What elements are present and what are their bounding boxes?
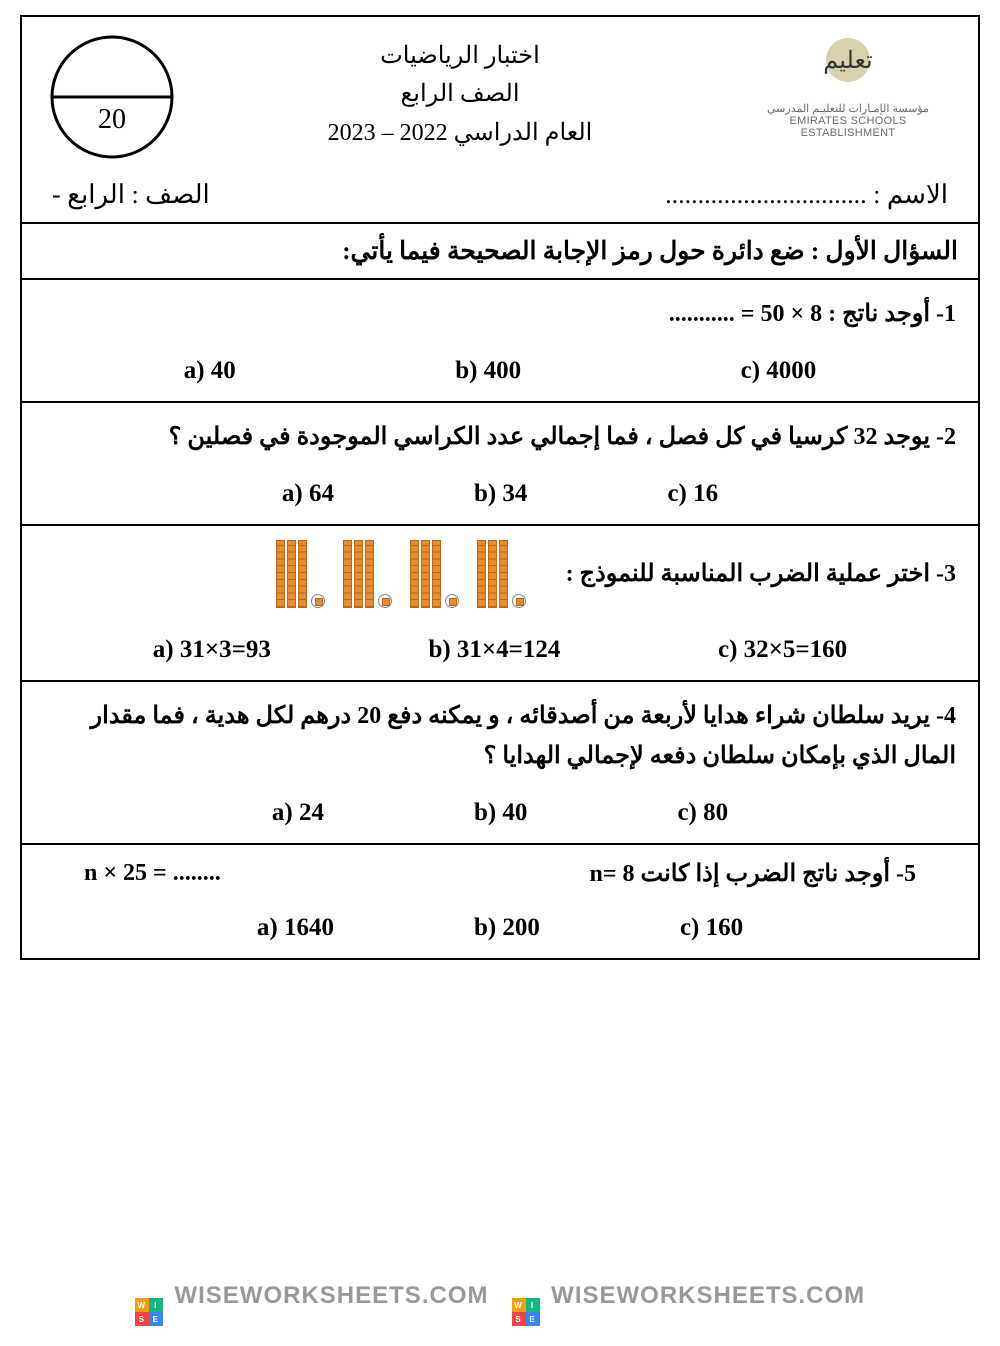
q3-option-b[interactable]: b) 31×4=124	[428, 636, 560, 664]
block-group	[343, 540, 392, 608]
one-unit	[378, 594, 392, 608]
svg-text:تعليم: تعليم	[823, 48, 872, 74]
ten-bar	[287, 540, 296, 608]
q4-text: 4- يريد سلطان شراء هدايا لأربعة من أصدقا…	[44, 696, 956, 778]
q5-top-row: n × 25 = ........ 5- أوجد ناتج الضرب إذا…	[44, 859, 956, 888]
watermark-text-1: WISEWORKSHEETS.COM	[174, 1282, 488, 1310]
watermark-text-2: WISEWORKSHEETS.COM	[551, 1282, 865, 1310]
question-3: 3- اختر عملية الضرب المناسبة للنموذج : a…	[22, 526, 978, 682]
ten-bar	[421, 540, 430, 608]
base-ten-model	[276, 540, 526, 608]
q1-option-b[interactable]: b) 400	[455, 357, 521, 385]
question-1: 1- أوجد ناتج : ........... = 50 × 8 a) 4…	[22, 280, 978, 403]
ten-bar	[276, 540, 285, 608]
q2-option-b[interactable]: b) 34	[474, 480, 527, 508]
q4-option-b[interactable]: b) 40	[474, 799, 527, 827]
one-unit	[445, 594, 459, 608]
question-2: 2- يوجد 32 كرسيا في كل فصل ، فما إجمالي …	[22, 403, 978, 526]
class-field: الصف : الرابع -	[52, 180, 210, 210]
q1-options: a) 40 b) 400 c) 4000	[44, 357, 956, 385]
q5-option-b[interactable]: b) 200	[474, 914, 540, 942]
q5-option-a[interactable]: a) 1640	[257, 914, 334, 942]
q5-option-c[interactable]: c) 160	[680, 914, 743, 942]
q1-option-c[interactable]: c) 4000	[741, 357, 817, 385]
q3-option-c[interactable]: c) 32×5=160	[718, 636, 847, 664]
block-group	[477, 540, 526, 608]
q2-option-c[interactable]: c) 16	[667, 480, 718, 508]
q5-text: 5- أوجد ناتج الضرب إذا كانت n= 8	[589, 859, 916, 888]
logo: تعليم مؤسسة الإمـارات للتعليـم المدرسي E…	[743, 32, 953, 139]
header: 20 اختبار الرياضيات الصف الرابع العام ال…	[22, 17, 978, 172]
q2-options: a) 64 b) 34 c) 16	[44, 480, 956, 508]
ten-bar	[298, 540, 307, 608]
q2-option-a[interactable]: a) 64	[282, 480, 334, 508]
one-unit	[311, 594, 325, 608]
question-4: 4- يريد سلطان شراء هدايا لأربعة من أصدقا…	[22, 682, 978, 846]
block-group	[276, 540, 325, 608]
one-unit	[512, 594, 526, 608]
ten-bar	[410, 540, 419, 608]
worksheet-page: 20 اختبار الرياضيات الصف الرابع العام ال…	[20, 15, 980, 960]
q4-option-a[interactable]: a) 24	[272, 799, 324, 827]
score-total: 20	[47, 104, 177, 136]
q1-option-a[interactable]: a) 40	[184, 357, 236, 385]
q5-equation: n × 25 = ........	[84, 860, 221, 887]
ten-bar	[365, 540, 374, 608]
q3-top-row: 3- اختر عملية الضرب المناسبة للنموذج :	[44, 540, 956, 608]
title-line-2: الصف الرابع	[328, 75, 593, 113]
q1-text: 1- أوجد ناتج : ........... = 50 × 8	[44, 294, 956, 335]
logo-icon: تعليم	[816, 32, 880, 96]
section-heading: السؤال الأول : ضع دائرة حول رمز الإجابة …	[22, 224, 978, 280]
q3-option-a[interactable]: a) 31×3=93	[153, 636, 271, 664]
watermark-badge-icon: W I S E	[512, 1298, 540, 1326]
logo-sub-en: EMIRATES SCHOOLS ESTABLISHMENT	[743, 115, 953, 139]
logo-sub-ar: مؤسسة الإمـارات للتعليـم المدرسي	[743, 102, 953, 115]
ten-bar	[488, 540, 497, 608]
title-line-1: اختبار الرياضيات	[328, 37, 593, 75]
watermark-badge-icon: W I S E	[135, 1298, 163, 1326]
q5-options: a) 1640 b) 200 c) 160	[44, 914, 956, 942]
name-class-row: الاسم : ............................... …	[22, 172, 978, 224]
ten-bar	[354, 540, 363, 608]
ten-bar	[343, 540, 352, 608]
q4-options: a) 24 b) 40 c) 80	[44, 799, 956, 827]
name-field[interactable]: الاسم : ...............................	[665, 180, 948, 210]
watermark: W I S E WISEWORKSHEETS.COM W I S E WISEW…	[0, 1282, 1000, 1327]
score-circle: 20	[47, 32, 177, 162]
q2-text: 2- يوجد 32 كرسيا في كل فصل ، فما إجمالي …	[44, 417, 956, 458]
question-5: n × 25 = ........ 5- أوجد ناتج الضرب إذا…	[22, 845, 978, 958]
block-group	[410, 540, 459, 608]
ten-bar	[432, 540, 441, 608]
ten-bar	[477, 540, 486, 608]
q3-options: a) 31×3=93 b) 31×4=124 c) 32×5=160	[44, 636, 956, 664]
header-title-block: اختبار الرياضيات الصف الرابع العام الدرا…	[328, 32, 593, 152]
q3-text: 3- اختر عملية الضرب المناسبة للنموذج :	[566, 559, 956, 588]
q4-option-c[interactable]: c) 80	[677, 799, 728, 827]
ten-bar	[499, 540, 508, 608]
title-line-3: العام الدراسي 2022 – 2023	[328, 114, 593, 152]
